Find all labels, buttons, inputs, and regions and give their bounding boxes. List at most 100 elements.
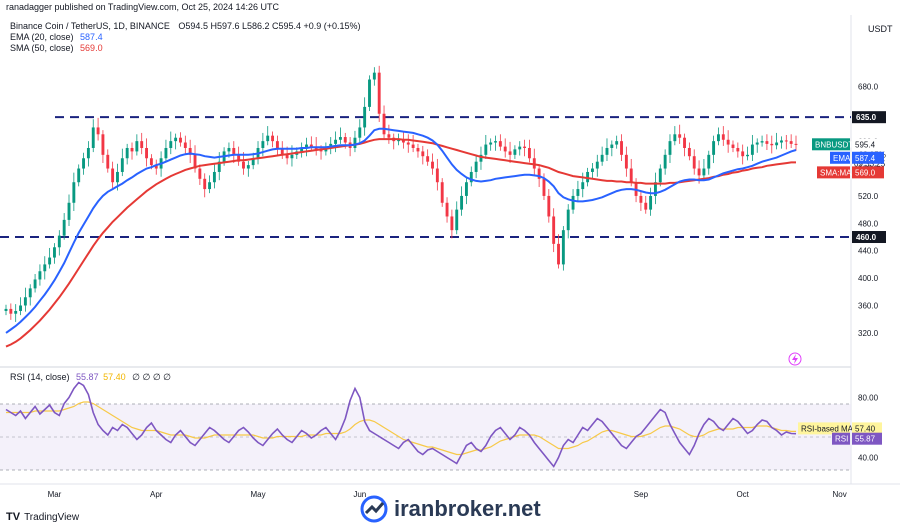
sma-label[interactable]: SMA (50, close) [10,43,74,53]
level-label-bg-460.0 [852,231,886,244]
sma-tag-value: 569.0 [855,168,876,177]
candle-body [460,195,464,210]
candle-body [663,154,667,169]
candle-body [561,230,565,265]
candle-body [765,141,769,144]
candle-body [397,139,401,142]
candle-body [794,143,798,145]
time-tick-Apr: Apr [150,490,163,499]
candle-body [154,165,158,169]
candle-body [251,158,255,166]
candle-body [358,127,362,138]
candle-body [624,154,628,169]
candle-body [571,195,575,210]
currency-label[interactable]: USDT [868,24,893,34]
indicator-lines [5,127,797,348]
candle-body [77,168,81,183]
candle-body [615,141,619,145]
legend-ema-row: EMA (20, close) 587.4 [10,32,361,43]
ema-label[interactable]: EMA (20, close) [10,32,74,42]
rsi-tick-40.00: 40.00 [858,454,879,463]
candle-body [72,182,76,203]
candle-body [38,271,42,280]
ema-tag-value: 587.4 [855,154,876,163]
candle-body [508,151,512,155]
rsi-label[interactable]: RSI (14, close) [10,372,70,382]
candle-body [731,144,735,148]
candle-body [261,141,265,148]
candle-body [203,178,207,190]
candle-body [649,195,653,210]
candle-body [125,147,129,159]
candle-body [683,137,686,148]
candle-body [547,195,551,217]
candle-body [280,147,284,155]
candles [4,65,798,322]
candle-body [755,142,759,145]
candle-body [654,182,657,196]
candle-body [527,147,531,159]
candle-body [644,202,648,210]
candle-body [145,147,148,159]
time-tick-Mar: Mar [48,490,62,499]
ema-line [5,127,797,334]
price-tick-320.0: 320.0 [858,329,879,338]
lightning-icon[interactable] [788,352,802,366]
price-tick-440.0: 440.0 [858,247,879,256]
ema-tag-value-bg [852,151,884,164]
candle-body [789,141,793,144]
candle-body [431,161,434,169]
candle-body [557,243,560,265]
candle-body [48,257,52,265]
ema-value: 587.4 [80,32,103,42]
rsi-ma-tag-value: 57.40 [855,424,876,433]
candle-body [149,158,153,166]
sma-line [5,138,796,348]
candle-body [760,141,764,143]
candle-body [721,134,725,140]
tradingview-logo-icon[interactable]: TV [6,511,21,523]
candle-body [464,182,468,196]
candle-body [372,72,376,80]
tradingview-logo-text[interactable]: TradingView [24,511,80,523]
candle-body [242,161,245,169]
candle-body [605,147,609,155]
candle-body [198,168,202,179]
symbol-title[interactable]: Binance Coin / TetherUS, 1D, BINANCE [10,21,170,31]
candle-body [537,168,541,179]
candle-body [474,161,478,172]
level-label-460.0: 460.0 [856,233,877,242]
candle-body [33,279,37,289]
legend-title-row: Binance Coin / TetherUS, 1D, BINANCE O59… [10,21,361,32]
rsi-tag-value: 55.87 [855,435,876,444]
candle-body [174,137,178,142]
candle-body [469,171,473,183]
sma-tag-name-bg [817,166,850,179]
candle-body [421,151,425,157]
price-tick-680.0: 680.0 [858,82,879,91]
candle-body [377,72,381,114]
candle-body [28,288,32,298]
watermark-logo-icon [360,495,388,523]
candle-body [770,143,774,146]
candle-body [309,144,313,147]
ohlc-values: O594.5 H597.6 L586.2 C595.4 +0.9 (+0.15%… [178,21,361,31]
candle-body [169,141,173,148]
ema-tag-name: EMA [833,154,851,163]
candle-body [576,189,580,196]
candle-body [208,182,212,190]
candle-body [489,142,493,145]
candle-body [120,158,124,172]
candle-body [678,134,682,138]
candle-body [595,161,599,169]
candle-body [19,305,22,311]
candle-body [620,141,623,155]
rsi-tag-name: RSI [835,435,848,444]
candle-body [57,235,61,248]
rsi-line [5,381,797,468]
candle-body [668,141,672,155]
price-labels: BNBUSDT595.4+68.05%09:33:25EMA587.4SMA:M… [798,138,886,445]
candle-body [406,142,410,145]
price-tick-400.0: 400.0 [858,274,879,283]
